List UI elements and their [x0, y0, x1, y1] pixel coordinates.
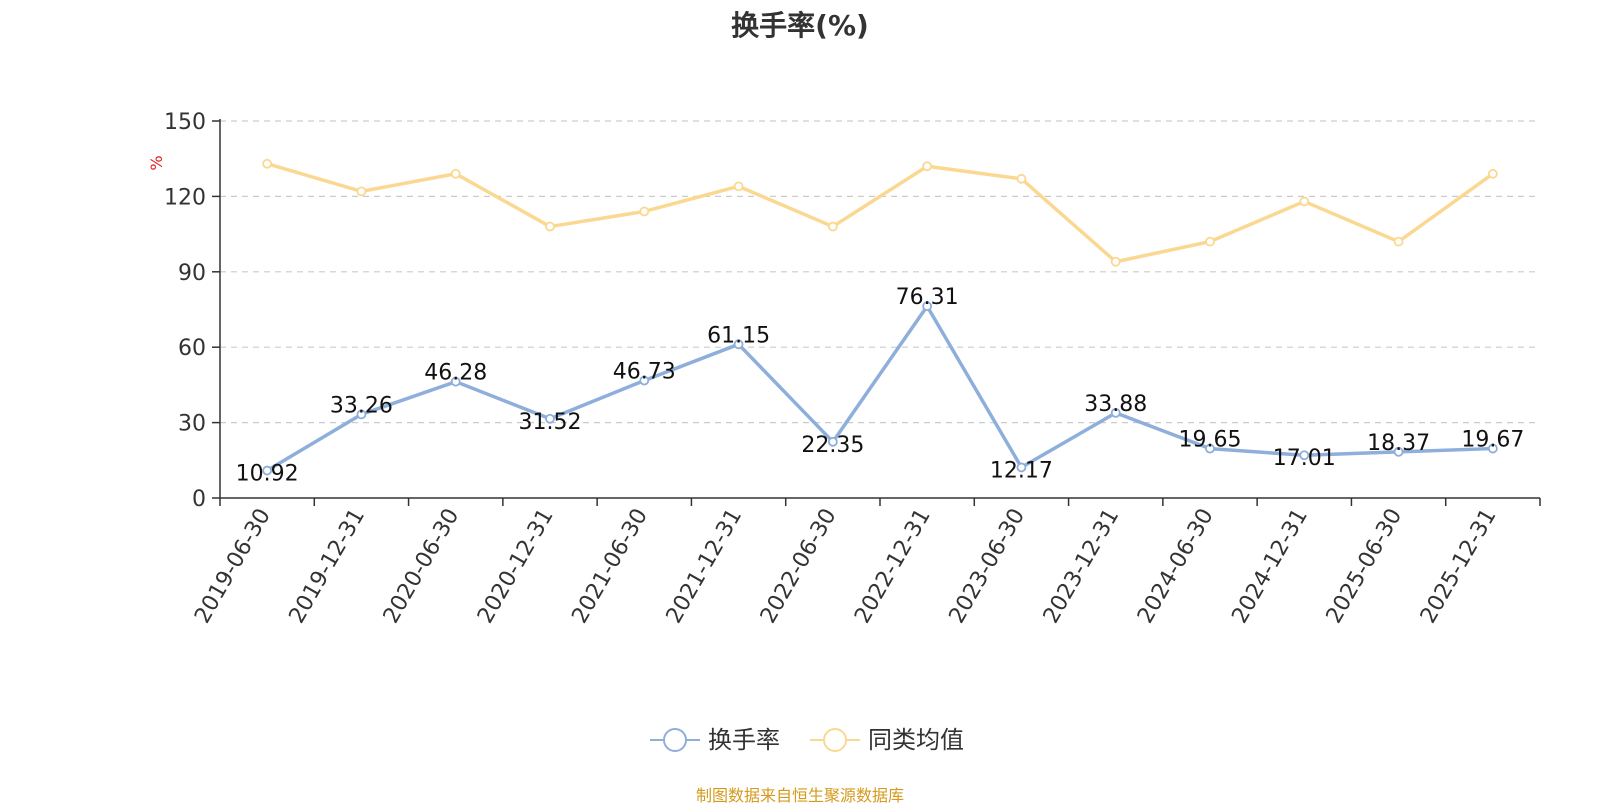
data-label: 46.73 [613, 360, 676, 385]
peer-average-point [1487, 168, 1498, 179]
peer-average-point [1016, 173, 1027, 184]
legend-marker [663, 728, 687, 752]
data-label: 18.37 [1367, 431, 1430, 456]
data-label: 22.35 [801, 433, 864, 458]
legend-marker [823, 728, 847, 752]
data-label: 17.01 [1273, 446, 1336, 471]
turnover-point [1299, 450, 1310, 461]
legend-label: 换手率 [708, 726, 780, 754]
y-tick-label: 60 [178, 336, 206, 361]
y-tick-label: 90 [178, 261, 206, 286]
data-label: 19.67 [1461, 428, 1524, 453]
turnover-point [1393, 446, 1404, 457]
x-tick-label: 2025-12-31 [1416, 505, 1502, 628]
data-label: 33.26 [330, 393, 393, 418]
x-tick-label: 2022-06-30 [756, 505, 842, 628]
peer-average-point [262, 158, 273, 169]
y-tick-label: 120 [164, 185, 206, 210]
y-axis: 0 30 60 90 120 150% [147, 110, 221, 512]
turnover-point [262, 465, 273, 476]
peer-average-point [1205, 236, 1215, 247]
data-label: 46.28 [424, 361, 487, 386]
x-tick-label: 2019-12-31 [285, 505, 371, 628]
data-label: 12.17 [990, 458, 1053, 483]
peer-average-point [450, 168, 461, 179]
peer-average-point [545, 221, 555, 232]
x-tick-label: 2022-12-31 [850, 504, 936, 627]
chart-title: 换手率(%) [731, 9, 869, 42]
series-line-peer-average [265, 161, 1495, 264]
y-tick-label: 0 [192, 487, 206, 512]
x-tick-label: 2023-12-31 [1039, 505, 1125, 628]
data-label: 10.92 [236, 462, 299, 487]
series-layer [262, 158, 1498, 476]
turnover-point [356, 409, 367, 420]
x-tick-label: 2023-06-30 [945, 505, 1031, 628]
peer-average-point [827, 221, 838, 232]
turnover-point [733, 339, 744, 350]
y-tick-label: 30 [178, 412, 206, 437]
x-tick-label: 2024-12-31 [1227, 505, 1313, 628]
peer-average-point [356, 186, 367, 197]
peer-average-point [639, 206, 650, 217]
peer-average-point [1393, 236, 1404, 247]
data-label: 61.15 [707, 323, 770, 348]
turnover-point [1110, 407, 1121, 418]
x-tick-label: 2020-06-30 [379, 505, 465, 628]
x-tick-label: 2021-12-31 [662, 505, 748, 628]
peer-average-point [733, 181, 744, 192]
turnover-point [922, 301, 933, 312]
turnover-point [639, 375, 650, 386]
peer-average-point [1299, 196, 1310, 207]
y-tick-label: 150 [164, 110, 206, 135]
data-labels: 10.92 33.26 46.28 31.52 46.73 61.15 22.35 76.31… [236, 285, 1525, 486]
x-tick-label: 2024-06-30 [1133, 505, 1219, 628]
turnover-point [1487, 443, 1498, 454]
x-tick-label: 2021-06-30 [567, 505, 653, 628]
peer-average-point [1110, 256, 1121, 267]
data-label: 31.52 [519, 410, 582, 435]
peer-average-point [922, 161, 933, 172]
data-source-note: 制图数据来自恒生聚源数据库 [695, 786, 904, 805]
x-axis: 2019-06-30 2019-12-31 2020-06-30 2020-12-31… [190, 497, 1541, 628]
turnover-point [545, 413, 555, 424]
x-tick-label: 2025-06-30 [1322, 505, 1408, 628]
x-tick-label: 2019-06-30 [190, 505, 276, 628]
turnover-point [1205, 443, 1215, 454]
data-label: 19.65 [1179, 428, 1242, 453]
data-label: 33.88 [1084, 392, 1147, 417]
grid-lines [220, 120, 1540, 424]
series-line-turnover [265, 304, 1495, 473]
y-axis-title: % [147, 155, 166, 170]
turnover-point [1016, 462, 1027, 473]
legend-label: 同类均值 [868, 726, 964, 754]
turnover-point [827, 436, 838, 447]
turnover-point [450, 376, 461, 387]
legend: 换手率 同类均值 [650, 726, 964, 754]
x-tick-label: 2020-12-31 [473, 505, 559, 628]
data-label: 76.31 [896, 285, 959, 310]
